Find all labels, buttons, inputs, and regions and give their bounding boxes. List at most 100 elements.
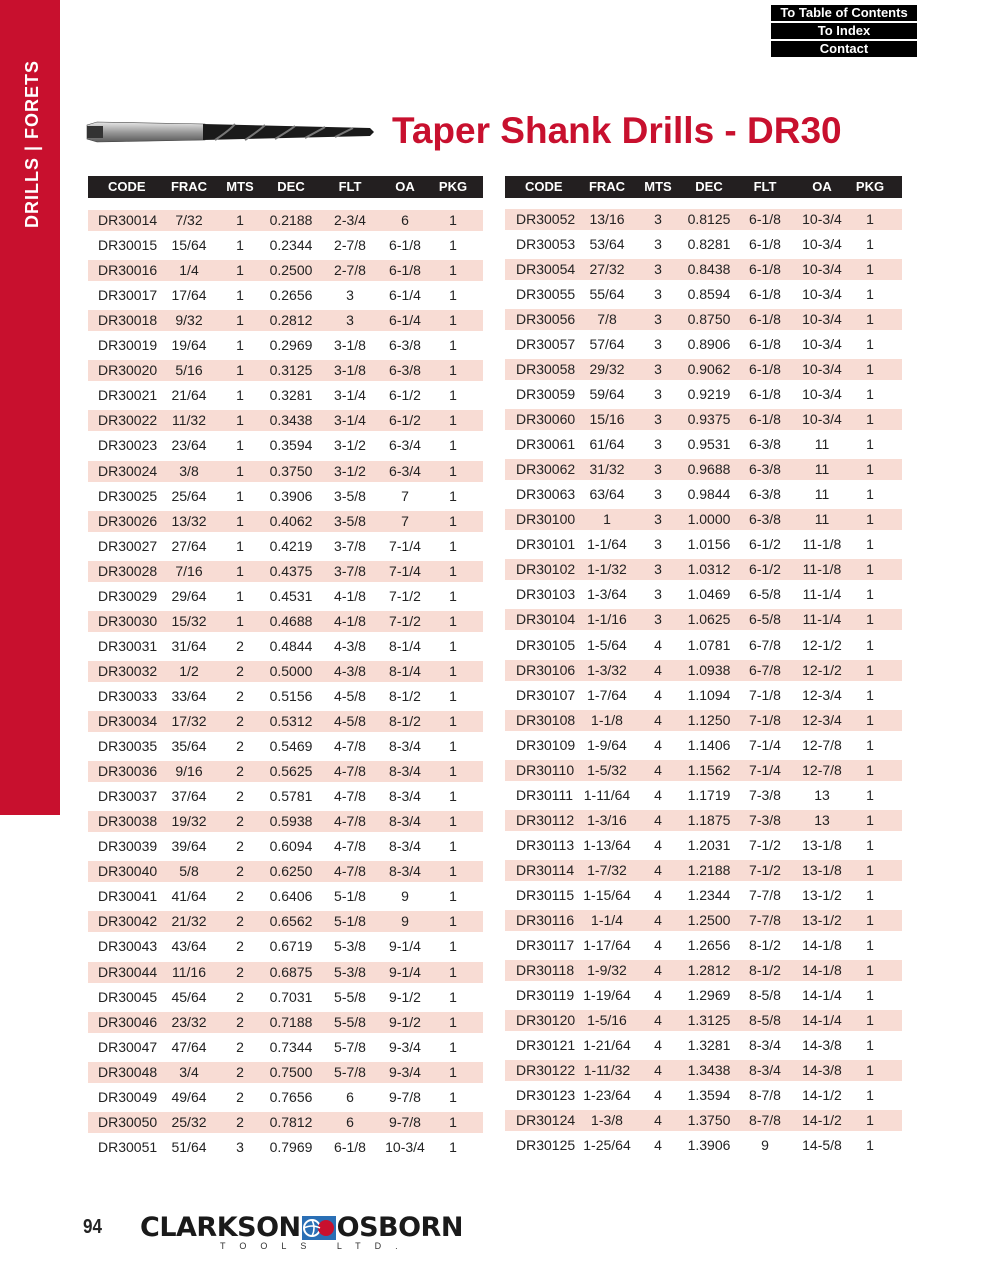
cell-pkg: 1 xyxy=(866,961,874,978)
cell-oa: 10-3/4 xyxy=(802,361,842,378)
column-header-flt: FLT xyxy=(338,179,362,194)
cell-code: DR30026 xyxy=(98,512,158,529)
cell-pkg: 1 xyxy=(866,436,874,453)
cell-flt: 6-7/8 xyxy=(749,661,781,678)
clarkson-osborn-logo-icon xyxy=(301,1215,336,1240)
cell-pkg: 1 xyxy=(449,888,457,905)
cell-mts: 3 xyxy=(654,586,662,603)
column-header-dec: DEC xyxy=(695,179,723,194)
table-row: DR30117 1-17/64 4 1.2656 8-1/2 14-1/8 1 xyxy=(505,935,902,956)
cell-dec: 0.8125 xyxy=(687,211,731,227)
table-row: DR30101 1-1/64 3 1.0156 6-1/2 11-1/8 1 xyxy=(505,534,902,555)
cell-frac: 5/8 xyxy=(179,863,199,880)
table-row: DR30060 15/16 3 0.9375 6-1/8 10-3/4 1 xyxy=(505,409,902,431)
cell-code: DR30031 xyxy=(98,637,158,654)
cell-code: DR30014 xyxy=(98,212,158,228)
index-link[interactable]: To Index xyxy=(771,23,917,39)
cell-mts: 2 xyxy=(236,1113,244,1130)
cell-mts: 4 xyxy=(654,936,662,953)
table-row: DR30056 7/8 3 0.8750 6-1/8 10-3/4 1 xyxy=(505,309,902,331)
cell-dec: 0.7500 xyxy=(269,1063,313,1080)
table-row: DR30044 11/16 2 0.6875 5-3/8 9-1/4 1 xyxy=(88,961,483,983)
cell-mts: 4 xyxy=(654,636,662,653)
cell-mts: 2 xyxy=(236,1088,244,1105)
cell-code: DR30042 xyxy=(98,913,158,930)
cell-pkg: 1 xyxy=(866,761,874,778)
cell-code: DR30055 xyxy=(516,286,576,303)
cell-pkg: 1 xyxy=(449,612,457,629)
table-row: DR30057 57/64 3 0.8906 6-1/8 10-3/4 1 xyxy=(505,334,902,355)
cell-code: DR30043 xyxy=(98,938,158,955)
cell-flt: 3-1/2 xyxy=(334,462,366,479)
contact-link[interactable]: Contact xyxy=(771,41,917,57)
cell-flt: 7-1/8 xyxy=(749,686,781,703)
cell-oa: 10-3/4 xyxy=(802,336,842,353)
cell-flt: 8-1/2 xyxy=(749,936,781,953)
cell-dec: 1.3281 xyxy=(687,1036,731,1053)
cell-oa: 14-1/4 xyxy=(802,986,842,1003)
cell-mts: 2 xyxy=(236,763,244,780)
table-row: DR30119 1-19/64 4 1.2969 8-5/8 14-1/4 1 xyxy=(505,985,902,1006)
cell-pkg: 1 xyxy=(866,561,874,578)
cell-frac: 29/32 xyxy=(589,361,625,378)
cell-code: DR30022 xyxy=(98,412,158,429)
cell-frac: 13/32 xyxy=(171,512,207,529)
cell-oa: 12-3/4 xyxy=(802,711,842,728)
cell-frac: 7/32 xyxy=(175,212,203,228)
cell-oa: 11 xyxy=(814,461,830,478)
cell-frac: 63/64 xyxy=(589,486,625,503)
cell-dec: 1.0781 xyxy=(687,636,731,653)
cell-frac: 25/64 xyxy=(171,487,207,504)
cell-pkg: 1 xyxy=(449,237,457,254)
cell-dec: 0.8438 xyxy=(687,261,731,278)
cell-oa: 14-1/2 xyxy=(802,1087,842,1104)
table-row: DR30042 21/32 2 0.6562 5-1/8 9 1 xyxy=(88,911,483,933)
cell-mts: 2 xyxy=(236,687,244,704)
cell-pkg: 1 xyxy=(866,811,874,828)
cell-pkg: 1 xyxy=(866,711,874,728)
cell-flt: 6-1/8 xyxy=(749,211,781,227)
cell-oa: 14-5/8 xyxy=(802,1137,842,1154)
cell-mts: 1 xyxy=(236,337,244,354)
cell-frac: 23/32 xyxy=(171,1013,207,1030)
cell-code: DR30059 xyxy=(516,386,576,403)
table-row: DR30125 1-25/64 4 1.3906 9 14-5/8 1 xyxy=(505,1135,902,1156)
cell-dec: 0.6406 xyxy=(269,888,313,905)
cell-mts: 4 xyxy=(654,886,662,903)
cell-flt: 5-5/8 xyxy=(334,988,366,1005)
cell-flt: 6-3/8 xyxy=(749,436,781,453)
cell-code: DR30017 xyxy=(98,287,158,304)
table-of-contents-link[interactable]: To Table of Contents xyxy=(771,5,917,21)
cell-pkg: 1 xyxy=(449,412,457,429)
cell-flt: 3-1/4 xyxy=(334,412,366,429)
cell-code: DR30125 xyxy=(516,1137,576,1154)
cell-pkg: 1 xyxy=(866,511,874,528)
cell-mts: 1 xyxy=(236,487,244,504)
table-row: DR30016 1/4 1 0.2500 2-7/8 6-1/8 1 xyxy=(88,260,483,282)
cell-frac: 1 xyxy=(603,511,611,528)
cell-dec: 1.2656 xyxy=(687,936,731,953)
cell-pkg: 1 xyxy=(866,886,874,903)
cell-dec: 1.2969 xyxy=(687,986,731,1003)
cell-dec: 0.3125 xyxy=(269,362,313,379)
cell-dec: 0.2344 xyxy=(269,237,313,254)
cell-dec: 0.6094 xyxy=(269,838,313,855)
cell-code: DR30115 xyxy=(516,886,575,903)
cell-dec: 1.0938 xyxy=(687,661,731,678)
table-row: DR30017 17/64 1 0.2656 3 6-1/4 1 xyxy=(88,285,483,306)
cell-dec: 1.1250 xyxy=(687,711,731,728)
cell-dec: 0.4844 xyxy=(269,637,313,654)
cell-dec: 0.6562 xyxy=(269,913,313,930)
cell-pkg: 1 xyxy=(866,1011,874,1028)
cell-oa: 8-3/4 xyxy=(389,788,421,805)
cell-pkg: 1 xyxy=(866,1062,874,1079)
table-row: DR30046 23/32 2 0.7188 5-5/8 9-1/2 1 xyxy=(88,1011,483,1033)
column-header-code: CODE xyxy=(525,179,563,194)
cell-code: DR30049 xyxy=(98,1088,158,1105)
cell-mts: 4 xyxy=(654,861,662,878)
cell-code: DR30037 xyxy=(98,788,158,805)
cell-frac: 33/64 xyxy=(171,687,207,704)
cell-frac: 11/16 xyxy=(172,963,206,980)
cell-mts: 2 xyxy=(236,1013,244,1030)
cell-code: DR30107 xyxy=(516,686,576,703)
